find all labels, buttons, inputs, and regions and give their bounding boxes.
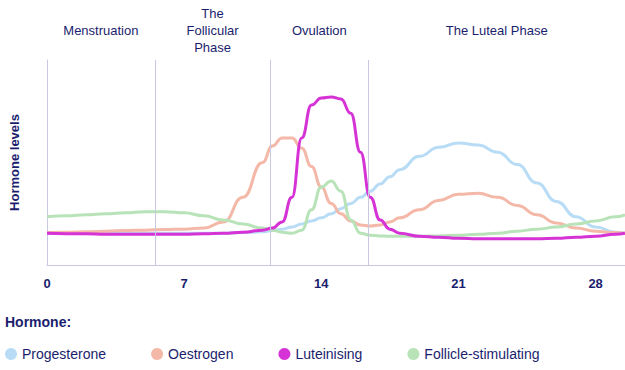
svg-text:Hormone levels: Hormone levels (7, 114, 22, 211)
svg-text:Phase: Phase (194, 40, 231, 55)
svg-text:The Luteal Phase: The Luteal Phase (446, 23, 548, 38)
svg-text:28: 28 (588, 276, 602, 291)
svg-text:14: 14 (314, 276, 329, 291)
svg-text:Follicular: Follicular (187, 23, 240, 38)
svg-text:Oestrogen: Oestrogen (168, 346, 233, 362)
svg-text:Ovulation: Ovulation (292, 23, 347, 38)
svg-text:Luteinising: Luteinising (295, 346, 362, 362)
svg-text:21: 21 (451, 276, 465, 291)
svg-text:Progesterone: Progesterone (22, 346, 106, 362)
svg-text:The: The (201, 6, 223, 21)
svg-text:Menstruation: Menstruation (63, 23, 138, 38)
svg-text:0: 0 (43, 276, 50, 291)
svg-text:Hormone:: Hormone: (5, 314, 71, 330)
svg-text:7: 7 (181, 276, 188, 291)
svg-text:Follicle-stimulating: Follicle-stimulating (424, 346, 539, 362)
